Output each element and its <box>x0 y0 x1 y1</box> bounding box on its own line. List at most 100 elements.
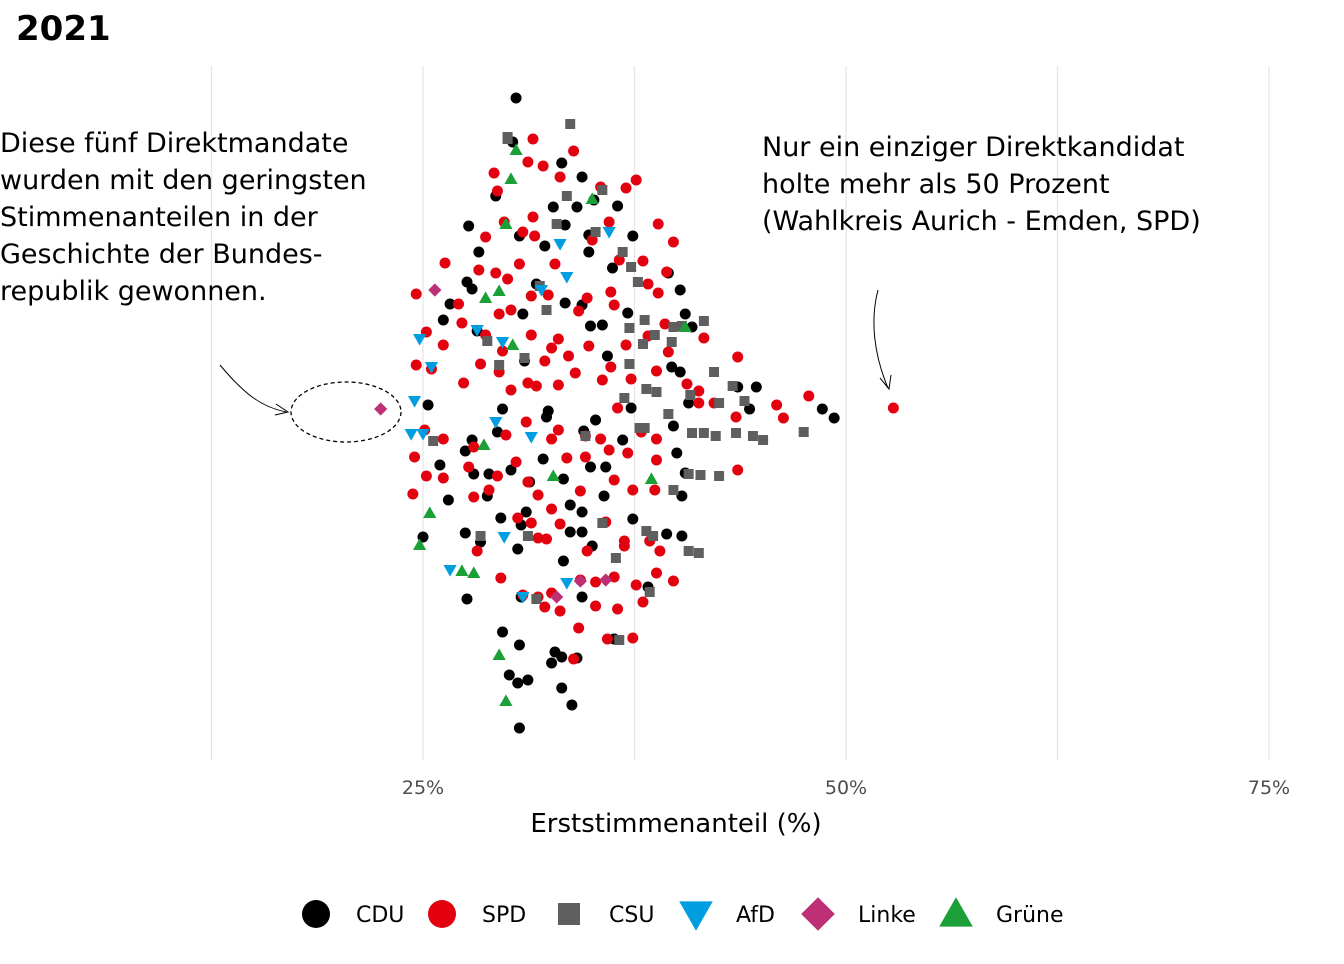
data-point-spd <box>608 299 620 311</box>
data-point-spd <box>654 545 666 557</box>
data-point-spd <box>437 472 449 484</box>
data-point-cdu <box>683 397 695 409</box>
legend-key-gruene <box>939 897 973 927</box>
data-point-spd <box>667 575 679 587</box>
data-point-spd <box>887 402 899 414</box>
data-point-spd <box>568 145 580 157</box>
data-point-afd <box>516 592 530 604</box>
data-point-csu <box>739 396 750 406</box>
lowest-results-arrow-head <box>274 403 290 416</box>
data-point-spd <box>563 350 575 362</box>
data-point-csu <box>648 531 659 541</box>
data-point-spd <box>539 601 551 613</box>
data-point-spd <box>603 444 615 456</box>
data-point-spd <box>490 267 502 279</box>
data-point-gruene <box>504 172 518 184</box>
legend-item-linke: Linke <box>801 897 916 931</box>
data-point-spd <box>630 579 642 591</box>
data-point-afd <box>534 285 549 297</box>
legend-item-csu: CSU <box>558 903 654 928</box>
annotation-lowest-results: Diese fünf Direktmandate wurden mit den g… <box>0 128 367 307</box>
data-point-spd <box>437 339 449 351</box>
data-point-cdu <box>510 92 522 104</box>
data-point-spd <box>500 429 512 441</box>
data-point-spd <box>483 484 495 496</box>
data-point-afd <box>424 362 439 374</box>
data-point-gruene <box>413 538 427 550</box>
data-point-csu <box>619 393 630 403</box>
data-point-spd <box>652 287 664 299</box>
legend-label-csu: CSU <box>609 903 654 928</box>
data-point-spd <box>407 488 419 500</box>
data-point-spd <box>546 503 558 515</box>
data-point-spd <box>693 397 705 409</box>
data-point-spd <box>642 278 654 290</box>
data-point-csu <box>687 428 698 438</box>
data-point-cdu <box>463 220 475 232</box>
data-point-spd <box>512 512 524 524</box>
legend-label-linke: Linke <box>858 903 916 928</box>
data-point-cdu <box>667 420 679 432</box>
data-point-spd <box>650 454 662 466</box>
data-point-csu <box>698 428 709 438</box>
data-point-spd <box>530 380 542 392</box>
data-point-spd <box>590 576 602 588</box>
data-point-csu <box>758 435 769 445</box>
data-point-cdu <box>497 626 509 638</box>
data-point-spd <box>549 258 561 270</box>
data-point-spd <box>627 484 639 496</box>
data-point-spd <box>732 351 744 363</box>
annotation-lowest-line: Geschichte der Bundes- <box>0 239 323 270</box>
data-point-spd <box>650 365 662 377</box>
legend-key-csu <box>558 903 580 925</box>
data-point-spd <box>681 378 693 390</box>
data-point-spd <box>574 485 586 497</box>
data-point-spd <box>546 342 558 354</box>
data-point-spd <box>410 359 422 371</box>
data-point-spd <box>595 433 607 445</box>
data-point-spd <box>596 374 608 386</box>
data-point-spd <box>601 633 613 645</box>
data-point-spd <box>613 254 625 266</box>
data-point-linke <box>428 283 442 297</box>
data-point-spd <box>522 377 534 389</box>
data-point-cdu <box>598 490 610 502</box>
data-point-cdu <box>576 526 588 538</box>
data-points <box>374 92 899 734</box>
data-point-spd <box>771 399 783 411</box>
data-point-cdu <box>564 526 576 538</box>
data-point-cdu <box>627 230 639 242</box>
data-point-spd <box>659 318 671 330</box>
data-point-cdu <box>459 445 471 457</box>
data-point-cdu <box>744 403 756 415</box>
data-point-spd <box>437 433 449 445</box>
data-point-cdu <box>576 591 588 603</box>
data-point-cdu <box>600 461 612 473</box>
highest-result-arrow-head <box>879 374 892 391</box>
data-point-cdu <box>513 639 525 651</box>
data-point-afd <box>524 432 538 444</box>
data-point-spd <box>625 373 637 385</box>
data-point-spd <box>605 286 617 298</box>
data-point-cdu <box>537 453 549 465</box>
data-point-spd <box>497 345 509 357</box>
data-point-spd <box>554 171 566 183</box>
data-point-spd <box>622 447 634 459</box>
data-point-afd <box>470 325 484 337</box>
data-point-csu <box>714 398 725 408</box>
data-point-afd <box>489 417 503 429</box>
data-point-spd <box>517 226 529 238</box>
data-point-cdu <box>674 366 686 378</box>
data-point-cdu <box>828 412 840 424</box>
data-point-cdu <box>491 426 503 438</box>
data-point-cdu <box>585 320 597 332</box>
x-axis-title: Erststimmenanteil (%) <box>530 809 821 839</box>
data-point-spd <box>667 236 679 248</box>
data-point-cdu <box>422 399 434 411</box>
data-point-spd <box>527 211 539 223</box>
chart-title: 2021 <box>16 9 111 49</box>
data-point-spd <box>569 367 581 379</box>
data-point-cdu <box>576 506 588 518</box>
data-point-csu <box>617 247 628 257</box>
